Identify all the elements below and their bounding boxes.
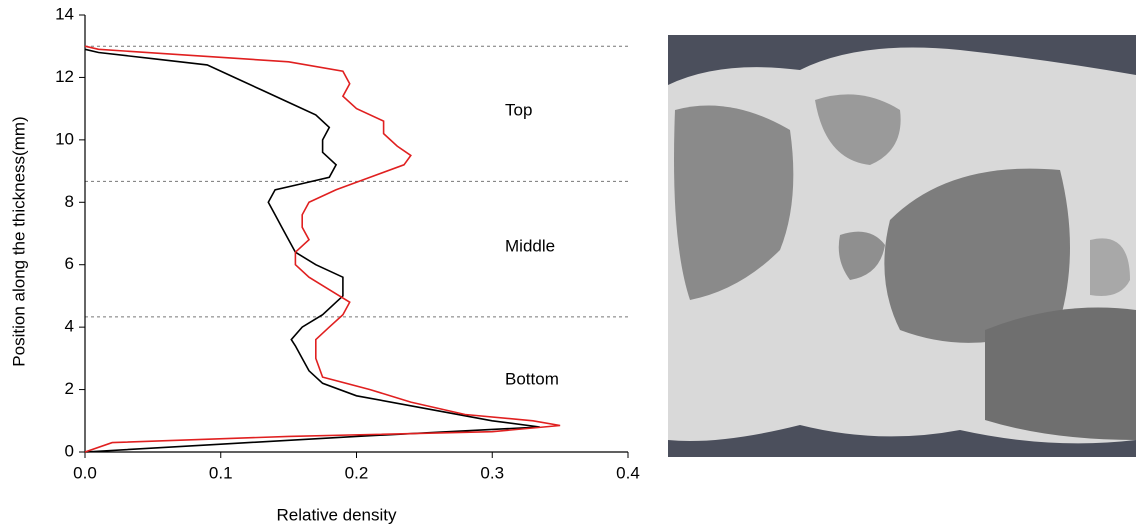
y-axis-label: Position along the thickness(mm) [9,116,28,366]
density-line [84,45,561,453]
x-tick-label: 0.2 [345,463,369,482]
y-tick-label: 4 [65,317,74,336]
y-tick-label: 8 [65,192,74,211]
y-tick-label: 12 [55,67,74,86]
y-tick-label: 0 [65,441,74,460]
y-tick-label: 2 [65,379,74,398]
y-tick-label: 10 [55,129,74,148]
render-cavity [674,105,794,300]
render-cavity [884,168,1070,343]
x-tick-label: 0.3 [480,463,504,482]
render-cavity [838,231,885,280]
region-label: Middle [505,236,555,255]
y-tick-label: 14 [55,4,74,23]
x-tick-label: 0.1 [209,463,233,482]
x-axis-label: Relative density [276,505,397,524]
x-tick-label: 0.4 [616,463,640,482]
region-label: Bottom [505,369,559,388]
ct-render [668,35,1136,457]
render-cavity [1090,238,1130,296]
density-line [84,48,540,453]
render-cavity [985,307,1136,440]
region-label: Top [505,100,532,119]
y-tick-label: 6 [65,254,74,273]
x-tick-label: 0.0 [73,463,97,482]
render-cavity [815,94,901,165]
